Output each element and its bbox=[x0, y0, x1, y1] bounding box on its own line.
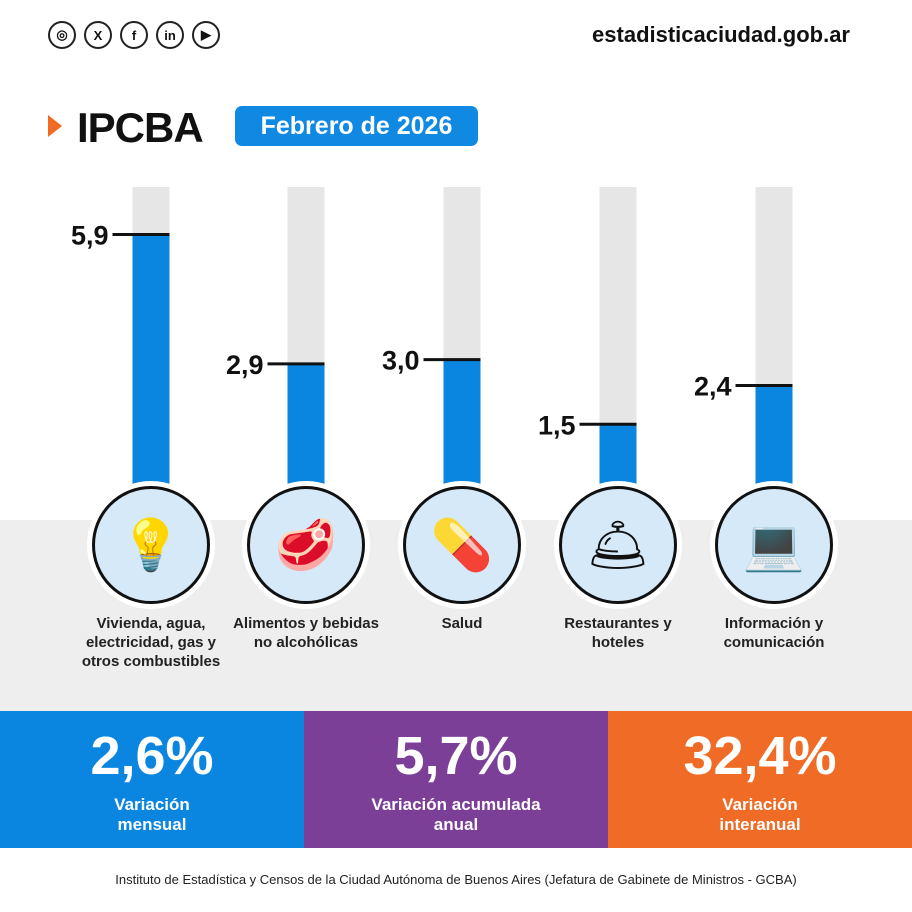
stats-panel: 2,6% Variación mensual 5,7% Variación ac… bbox=[0, 711, 912, 848]
value-label: 3,0 bbox=[382, 346, 420, 376]
footer-credit: Instituto de Estadística y Censos de la … bbox=[115, 872, 797, 887]
stat-value: 2,6% bbox=[90, 726, 214, 786]
value-label: 2,9 bbox=[226, 350, 264, 380]
value-label: 2,4 bbox=[694, 371, 732, 401]
stat-yearly: 32,4% Variación interanual bbox=[608, 711, 912, 848]
x-icon[interactable]: X bbox=[84, 21, 112, 49]
stat-label: Variación acumulada anual bbox=[371, 795, 541, 834]
laptop-icon: 💻 bbox=[715, 486, 833, 604]
site-url[interactable]: estadisticaciudad.gob.ar bbox=[592, 22, 850, 47]
youtube-icon[interactable]: ▶ bbox=[192, 21, 220, 49]
category-label: Restaurantes y hoteles bbox=[564, 615, 672, 651]
social-links: ◎ X f in ▶ bbox=[48, 21, 220, 49]
category-label: Vivienda, agua, electricidad, gas y otro… bbox=[81, 615, 221, 670]
lightbulb-icon: 💡 bbox=[92, 486, 210, 604]
category-label: Información y comunicación bbox=[723, 615, 825, 651]
category-label: Salud bbox=[441, 615, 483, 632]
meat-icon: 🥩 bbox=[247, 486, 365, 604]
service-bell-icon: 🛎 bbox=[559, 486, 677, 604]
bar-chart: 5,9 2,9 3,0 1,5 2,4 bbox=[71, 187, 793, 489]
stat-monthly: 2,6% Variación mensual bbox=[0, 711, 304, 848]
stat-value: 32,4% bbox=[683, 726, 837, 786]
bar bbox=[599, 424, 637, 489]
bar bbox=[132, 234, 170, 489]
linkedin-icon[interactable]: in bbox=[156, 21, 184, 49]
instagram-icon[interactable]: ◎ bbox=[48, 21, 76, 49]
stat-value: 5,7% bbox=[394, 726, 518, 786]
category-label: Alimentos y bebidas no alcohólicas bbox=[233, 615, 379, 651]
stat-label: Variación interanual bbox=[719, 795, 801, 834]
stat-accumulated: 5,7% Variación acumulada anual bbox=[304, 711, 608, 848]
page-title: IPCBA bbox=[77, 104, 204, 151]
bar bbox=[287, 363, 325, 489]
period-badge: Febrero de 2026 bbox=[235, 106, 478, 146]
stat-label: Variación mensual bbox=[114, 795, 190, 834]
bar bbox=[755, 385, 793, 489]
bar bbox=[443, 359, 481, 489]
value-label: 5,9 bbox=[71, 220, 109, 250]
value-label: 1,5 bbox=[538, 410, 576, 440]
pill-icon: 💊 bbox=[403, 486, 521, 604]
arrow-icon bbox=[48, 115, 62, 137]
facebook-icon[interactable]: f bbox=[120, 21, 148, 49]
